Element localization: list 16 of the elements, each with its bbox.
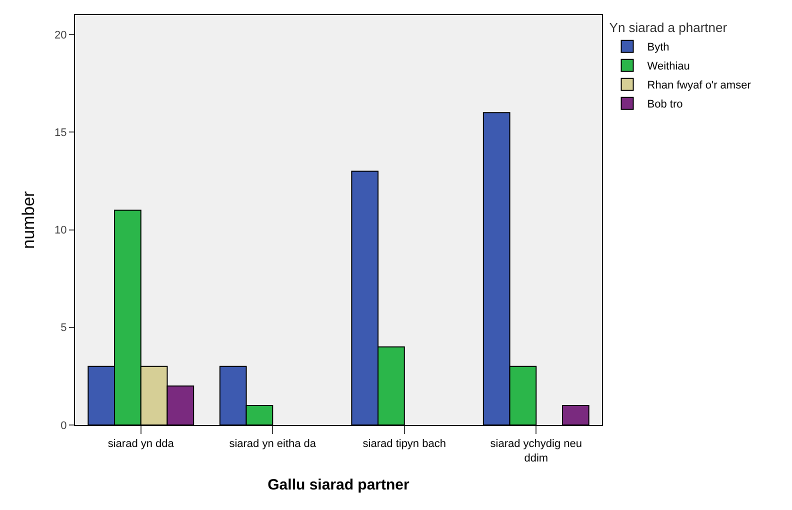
- y-tick-label: 15: [54, 126, 67, 139]
- x-tick-label: siarad tipyn bach: [362, 438, 446, 450]
- y-tick-label: 10: [54, 224, 67, 237]
- legend-label: Byth: [647, 42, 670, 54]
- legend-label: Bob tro: [647, 98, 683, 111]
- legend-label: Weithiau: [647, 60, 690, 73]
- legend-label: Rhan fwyaf o'r amser: [647, 80, 752, 92]
- y-tick-label: 5: [60, 322, 67, 334]
- x-tick-label: siarad ychydig neu ddim: [490, 438, 582, 464]
- x-axis-title: Gallu siarad partner: [268, 476, 410, 494]
- legend-title: Yn siarad a phartner: [609, 20, 728, 35]
- x-tick-label: siarad yn dda: [108, 438, 175, 450]
- y-tick-label: 0: [60, 420, 67, 432]
- y-tick-label: 20: [54, 29, 67, 42]
- y-axis-title: number: [19, 190, 38, 249]
- x-tick-label: siarad yn eitha da: [229, 438, 317, 450]
